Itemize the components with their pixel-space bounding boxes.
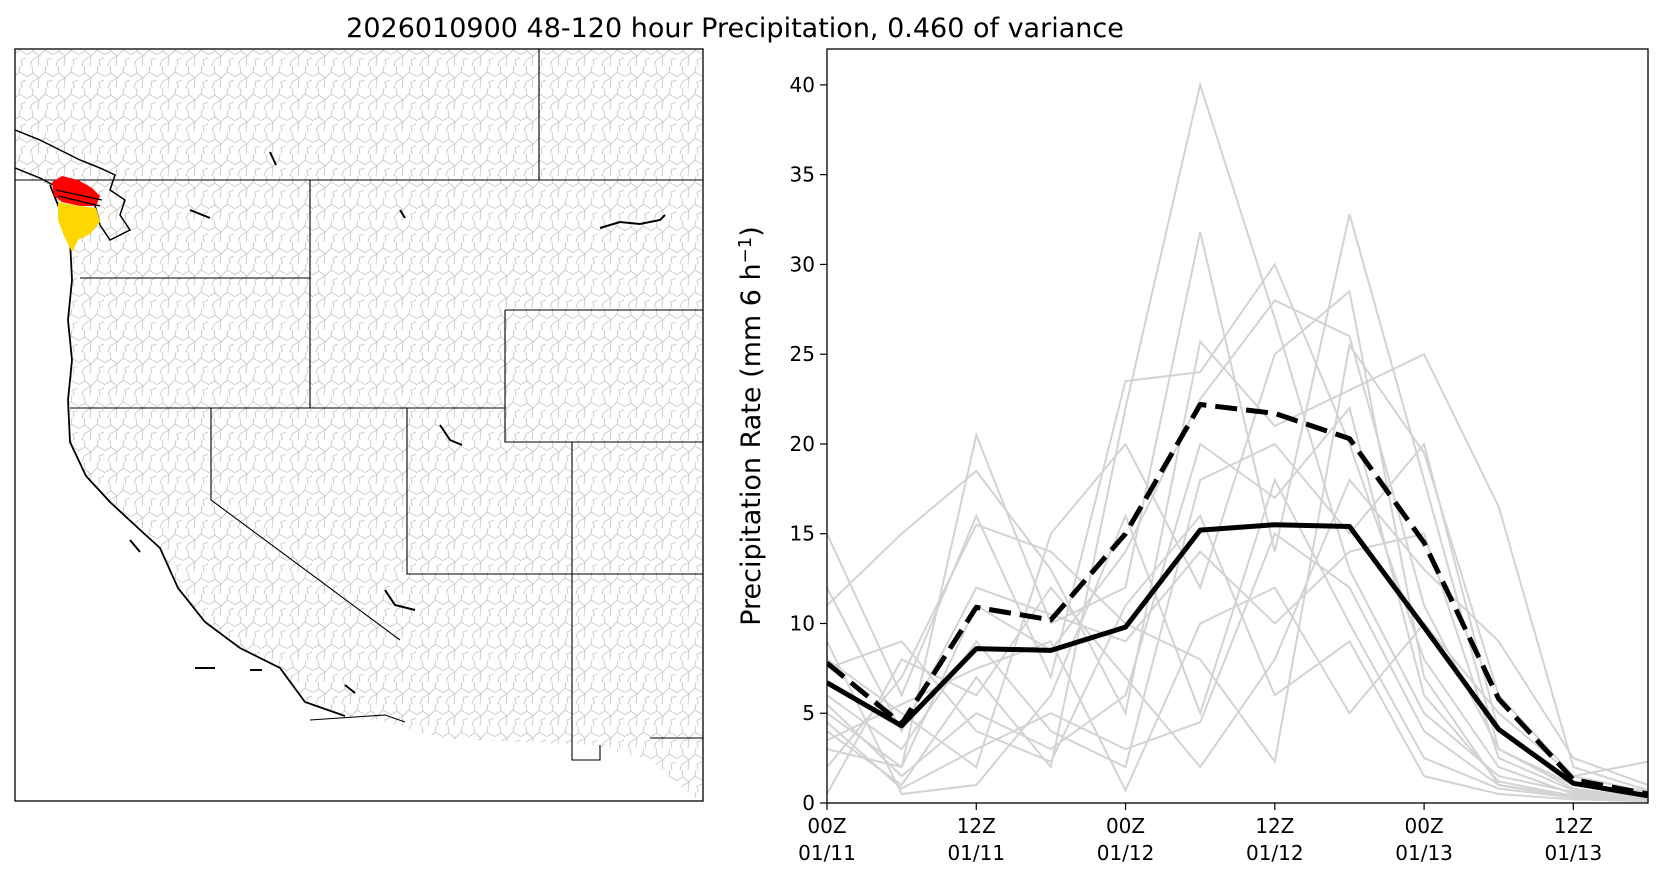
series-line-member-11 [827, 532, 1648, 803]
x-tick-label-time: 00Z [807, 814, 846, 838]
y-axis-label: Precipitation Rate (mm 6 h−1) [735, 226, 767, 626]
y-tick-label: 40 [790, 73, 815, 97]
y-tick-label: 10 [790, 611, 815, 635]
plot-frame [826, 48, 1649, 804]
ensemble-members [827, 81, 1648, 803]
y-tick-label: 20 [790, 432, 815, 456]
x-tick-label-date: 01/13 [1395, 841, 1453, 865]
basin-map [14, 48, 704, 802]
series-line-member-05 [827, 299, 1648, 799]
y-tick-label: 30 [790, 252, 815, 276]
x-tick-label-time: 00Z [1405, 814, 1444, 838]
series-line-member-01 [827, 81, 1648, 799]
series-line-member-12 [827, 477, 1648, 795]
series-line-member-13 [827, 513, 1648, 803]
summary-lines [827, 402, 1648, 799]
series-line-member-10 [827, 532, 1648, 799]
y-axis: 0 5 10 15 20 25 30 35 40 [790, 73, 827, 815]
x-tick-label-time: 12Z [1554, 814, 1593, 838]
land-area [15, 49, 703, 801]
figure-title: 2026010900 48-120 hour Precipitation, 0.… [346, 13, 1124, 44]
y-tick-label: 0 [802, 791, 815, 815]
x-tick-label-date: 01/11 [798, 841, 856, 865]
series-line-member-15 [827, 405, 1648, 801]
highlight-basin-yellow [58, 202, 100, 252]
x-tick-label-date: 01/12 [1097, 841, 1155, 865]
series-line-member-04 [827, 339, 1648, 792]
highlight-basin-red [52, 176, 100, 206]
precip-chart: 0 5 10 15 20 25 30 35 40 00Z 01/11 12Z 01/11 00Z 01/1… [735, 48, 1649, 865]
y-tick-label: 25 [790, 342, 815, 366]
series-line-ensemble-mean [827, 522, 1648, 799]
y-tick-label: 15 [790, 522, 815, 546]
x-tick-label-time: 12Z [1255, 814, 1294, 838]
series-line-member-03 [827, 262, 1648, 801]
x-tick-label-date: 01/12 [1246, 841, 1304, 865]
y-tick-label: 5 [802, 701, 815, 725]
map-frame [14, 48, 704, 802]
state-boundaries [15, 49, 703, 761]
series-line-member-07 [827, 441, 1648, 796]
y-tick-label: 35 [790, 163, 815, 187]
x-tick-label-date: 01/13 [1545, 841, 1603, 865]
x-tick-label-time: 12Z [957, 814, 996, 838]
x-tick-label-date: 01/11 [947, 841, 1005, 865]
coastline [49, 184, 346, 717]
x-axis: 00Z 01/11 12Z 01/11 00Z 01/12 12Z 01/12 00Z 01/13… [798, 803, 1602, 865]
x-tick-label-time: 00Z [1106, 814, 1145, 838]
series-line-ensemble-max-weighted [827, 402, 1648, 797]
